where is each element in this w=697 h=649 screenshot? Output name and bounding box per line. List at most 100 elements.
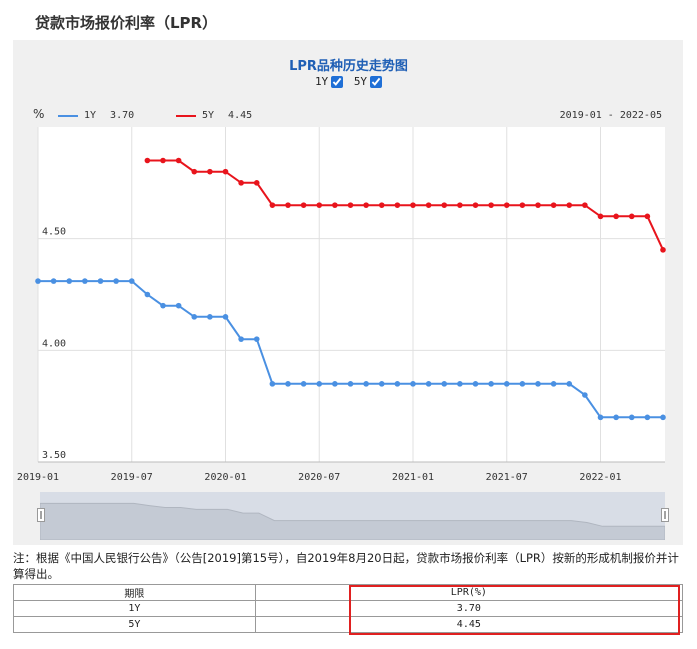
- data-point-5y: [660, 247, 666, 253]
- data-point-1y: [175, 302, 182, 309]
- data-point-5y: [597, 213, 604, 220]
- data-point-5y: [582, 202, 588, 208]
- data-point-1y: [394, 381, 401, 387]
- footnote: 注：根据《中国人民银行公告》（公告[2019]第15号），自2019年8月20日…: [13, 551, 679, 581]
- data-point-5y: [503, 202, 510, 208]
- table-row: 5Y 4.45: [13, 616, 684, 633]
- y-tick-label: 3.50: [42, 450, 66, 461]
- x-tick-label: 2021-01: [392, 472, 434, 483]
- legend-1y-value: 3.70: [110, 110, 135, 121]
- data-point-5y: [144, 157, 151, 164]
- table-cell-lpr: 3.70: [254, 600, 684, 617]
- data-point-1y: [519, 381, 526, 387]
- date-range-label: 2019-01 - 2022-05: [559, 110, 662, 121]
- x-tick-label: 2020-01: [204, 472, 246, 483]
- data-point-1y: [644, 414, 651, 421]
- data-point-1y: [35, 278, 41, 284]
- legend-1y[interactable]: 1Y 3.70: [58, 110, 134, 121]
- data-point-5y: [425, 202, 432, 208]
- data-point-5y: [300, 202, 307, 208]
- toggle-5y-label: 5Y: [353, 75, 368, 88]
- data-point-1y: [82, 278, 88, 284]
- data-point-1y: [191, 314, 198, 320]
- toggle-5y-checkbox[interactable]: [370, 75, 383, 88]
- table-header-row: 期限 LPR(%): [13, 584, 684, 601]
- data-point-5y: [441, 202, 448, 208]
- data-point-1y: [582, 392, 588, 398]
- data-point-1y: [628, 414, 635, 421]
- legend-1y-swatch: [58, 114, 78, 117]
- navigator-right-handle[interactable]: ‖: [661, 508, 669, 522]
- data-point-5y: [457, 202, 463, 208]
- legend-5y-name: 5Y: [202, 110, 215, 121]
- data-point-5y: [535, 202, 541, 208]
- data-point-1y: [597, 414, 604, 421]
- toggle-5y[interactable]: 5Y: [353, 75, 383, 88]
- legend-5y[interactable]: 5Y 4.45: [176, 110, 252, 121]
- data-point-1y: [253, 336, 260, 342]
- range-navigator[interactable]: [39, 492, 666, 541]
- data-point-5y: [191, 168, 198, 175]
- data-point-1y: [285, 381, 291, 387]
- y-tick-label: 4.50: [42, 227, 66, 238]
- lpr-table: 期限 LPR(%) 1Y 3.70 5Y 4.45: [13, 584, 684, 633]
- legend-5y-value: 4.45: [228, 110, 253, 121]
- navigator-left-handle[interactable]: ‖: [37, 508, 45, 522]
- toggle-1y-checkbox[interactable]: [331, 75, 344, 88]
- data-point-1y: [441, 381, 448, 387]
- x-tick-label: 2022-01: [579, 472, 621, 483]
- table-cell-term: 1Y: [13, 600, 256, 617]
- data-point-5y: [613, 213, 619, 220]
- data-point-1y: [457, 381, 463, 387]
- series-toggles: 1Y 5Y: [0, 75, 697, 88]
- y-tick-label: 4.00: [42, 338, 66, 349]
- data-point-5y: [332, 202, 338, 208]
- x-tick-label: 2019-07: [111, 472, 153, 483]
- data-point-5y: [175, 157, 182, 164]
- data-point-1y: [550, 381, 557, 387]
- y-unit-label: %: [33, 107, 45, 121]
- data-point-5y: [410, 202, 416, 208]
- data-point-5y: [363, 202, 369, 208]
- chart-title: LPR品种历史走势图: [289, 59, 408, 74]
- table-cell-lpr: 4.45: [254, 616, 684, 633]
- data-point-5y: [628, 213, 635, 220]
- data-point-1y: [113, 278, 119, 284]
- data-point-1y: [144, 291, 151, 298]
- data-point-1y: [50, 278, 57, 284]
- plot-area: [38, 127, 665, 462]
- data-point-1y: [363, 381, 369, 387]
- data-point-5y: [269, 202, 276, 208]
- data-point-1y: [316, 381, 323, 387]
- x-tick-label: 2021-07: [486, 472, 528, 483]
- data-point-5y: [253, 180, 260, 186]
- table-cell-term: 5Y: [13, 616, 256, 633]
- data-point-1y: [425, 381, 432, 387]
- legend-5y-swatch: [176, 114, 196, 117]
- data-point-5y: [378, 202, 385, 208]
- data-point-5y: [566, 202, 573, 208]
- data-point-1y: [347, 381, 354, 387]
- data-point-5y: [550, 202, 557, 208]
- data-point-5y: [285, 202, 291, 208]
- data-point-1y: [128, 278, 135, 284]
- data-point-5y: [472, 202, 479, 208]
- data-point-5y: [488, 202, 494, 208]
- data-point-1y: [472, 381, 479, 387]
- data-point-5y: [316, 202, 323, 208]
- data-point-1y: [488, 381, 494, 387]
- data-point-1y: [300, 381, 307, 387]
- data-point-1y: [207, 314, 213, 320]
- data-point-1y: [378, 381, 385, 387]
- data-point-1y: [160, 302, 166, 309]
- data-point-1y: [660, 414, 666, 421]
- legend-1y-name: 1Y: [84, 110, 97, 121]
- page-title: 贷款市场报价利率（LPR）: [35, 14, 218, 32]
- toggle-1y[interactable]: 1Y: [315, 75, 344, 88]
- data-point-5y: [644, 213, 651, 220]
- data-point-1y: [613, 414, 619, 421]
- data-point-5y: [347, 202, 354, 208]
- data-point-1y: [238, 336, 244, 342]
- data-point-1y: [566, 381, 573, 387]
